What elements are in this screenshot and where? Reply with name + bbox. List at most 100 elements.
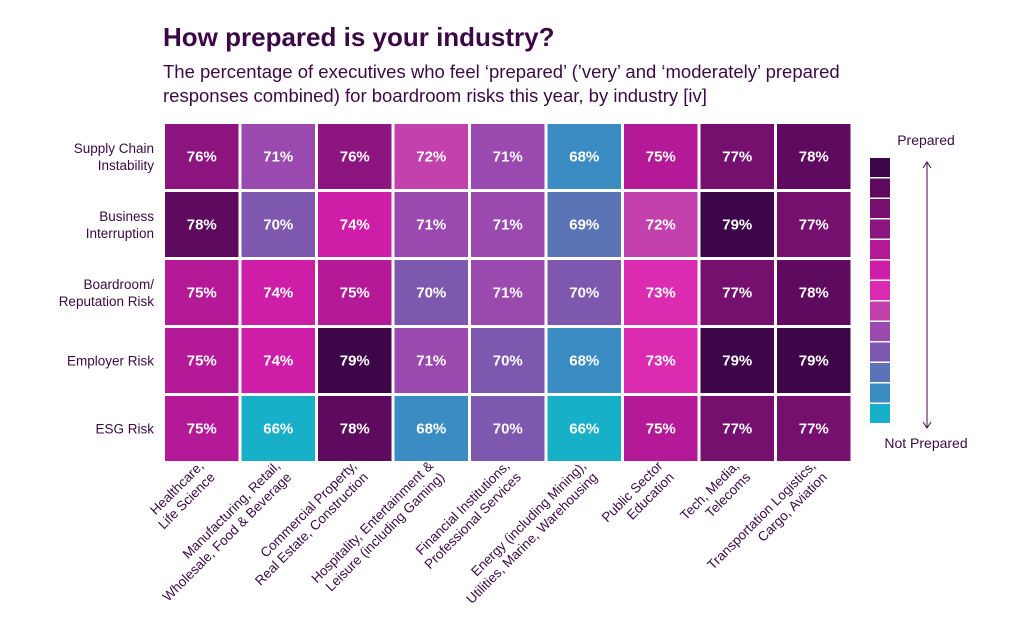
cell-value-label: 77% — [722, 421, 752, 438]
cell-value-label: 71% — [416, 353, 446, 370]
legend-swatch — [870, 260, 890, 280]
legend-swatch — [870, 342, 890, 362]
cell-value-label: 70% — [569, 285, 599, 302]
legend-arrow-up-icon — [922, 161, 932, 169]
legend-arrow-down-icon — [922, 421, 932, 429]
legend-swatch — [870, 301, 890, 321]
cell-value-label: 68% — [569, 353, 599, 370]
cell-value-label: 75% — [340, 285, 370, 302]
cell-value-label: 70% — [493, 421, 523, 438]
heatmap-cell — [394, 328, 468, 393]
heatmap-cell — [241, 260, 315, 325]
cell-value-label: 78% — [187, 217, 217, 234]
heatmap-cell — [318, 260, 392, 325]
cell-value-label: 76% — [340, 149, 370, 166]
cell-value-label: 75% — [187, 421, 217, 438]
row-label: Boardroom/Reputation Risk — [59, 277, 155, 309]
cell-value-label: 70% — [263, 217, 293, 234]
row-label: ESG Risk — [95, 422, 154, 437]
heatmap-cell — [700, 124, 774, 189]
heatmap-cell — [624, 192, 698, 257]
row-label: Employer Risk — [67, 354, 154, 369]
cell-value-label: 74% — [263, 353, 293, 370]
heatmap-cell — [471, 124, 545, 189]
heatmap-cell — [700, 192, 774, 257]
cell-value-label: 69% — [569, 217, 599, 234]
legend-swatch — [870, 404, 890, 423]
heatmap-cell — [318, 328, 392, 393]
cell-value-label: 77% — [799, 217, 829, 234]
heatmap-cell — [165, 396, 239, 461]
chart-title: How prepared is your industry? — [163, 22, 555, 52]
heatmap-cell — [547, 260, 621, 325]
legend: Prepared Not Prepared — [870, 132, 968, 451]
cell-value-label: 72% — [646, 217, 676, 234]
heatmap-cell — [547, 396, 621, 461]
heatmap-cell — [777, 192, 851, 257]
heatmap-cell — [547, 124, 621, 189]
cell-value-label: 70% — [493, 353, 523, 370]
cell-value-label: 78% — [799, 149, 829, 166]
cell-value-label: 68% — [416, 421, 446, 438]
heatmap-cell — [241, 124, 315, 189]
heatmap-cell — [700, 260, 774, 325]
heatmap-cell — [700, 396, 774, 461]
heatmap-cell — [241, 328, 315, 393]
cell-value-label: 66% — [263, 421, 293, 438]
heatmap-cell — [777, 124, 851, 189]
cell-value-label: 71% — [493, 217, 523, 234]
heatmap-cell — [700, 328, 774, 393]
cell-value-label: 77% — [722, 149, 752, 166]
cell-value-label: 71% — [416, 217, 446, 234]
heatmap-cell — [241, 396, 315, 461]
cell-value-label: 71% — [493, 285, 523, 302]
cell-value-label: 79% — [722, 217, 752, 234]
heatmap-cell — [777, 328, 851, 393]
heatmap-cell — [471, 192, 545, 257]
cell-value-label: 77% — [799, 421, 829, 438]
heatmap-cell — [624, 260, 698, 325]
cell-value-label: 71% — [493, 149, 523, 166]
heatmap-cell — [624, 124, 698, 189]
heatmap-cell — [165, 260, 239, 325]
cell-value-label: 75% — [646, 421, 676, 438]
heatmap-cell — [165, 328, 239, 393]
column-label: Manufacturing, Retail,Wholesale, Food & … — [148, 458, 294, 604]
legend-top-label: Prepared — [897, 132, 955, 148]
heatmap-cell — [471, 328, 545, 393]
cell-value-label: 76% — [187, 149, 217, 166]
cell-value-label: 66% — [569, 421, 599, 438]
legend-swatch — [870, 240, 890, 259]
column-label: Public SectorEducation — [599, 458, 678, 537]
cell-value-label: 74% — [340, 217, 370, 234]
legend-swatch — [870, 281, 890, 300]
heatmap-cell — [394, 124, 468, 189]
heatmap-cell — [394, 192, 468, 257]
cell-value-label: 79% — [799, 353, 829, 370]
cell-value-label: 70% — [416, 285, 446, 302]
legend-bottom-label: Not Prepared — [884, 435, 967, 451]
legend-swatch — [870, 383, 890, 403]
cell-value-label: 73% — [646, 353, 676, 370]
heatmap-cell — [471, 260, 545, 325]
heatmap-cell — [547, 192, 621, 257]
legend-swatch — [870, 199, 890, 218]
heatmap-cell — [471, 396, 545, 461]
heatmap-cells: 76% 71% 76% 72% 71% 68% 75% 77% 78% 78% 70% 74% 71% 7… — [165, 124, 851, 461]
heatmap-cell — [547, 328, 621, 393]
legend-swatch — [870, 219, 890, 239]
cell-value-label: 73% — [646, 285, 676, 302]
row-labels: Supply Chain Instability Business Interrupt… — [59, 141, 155, 437]
heatmap-cell — [394, 396, 468, 461]
row-label: Business Interruption — [86, 209, 155, 241]
cell-value-label: 78% — [799, 285, 829, 302]
cell-value-label: 75% — [646, 149, 676, 166]
heatmap-cell — [318, 396, 392, 461]
cell-value-label: 75% — [187, 285, 217, 302]
cell-value-label: 72% — [416, 149, 446, 166]
column-label: Healthcare,Life Science — [144, 458, 218, 532]
heatmap-cell — [624, 396, 698, 461]
row-label: Supply Chain Instability — [74, 141, 155, 173]
